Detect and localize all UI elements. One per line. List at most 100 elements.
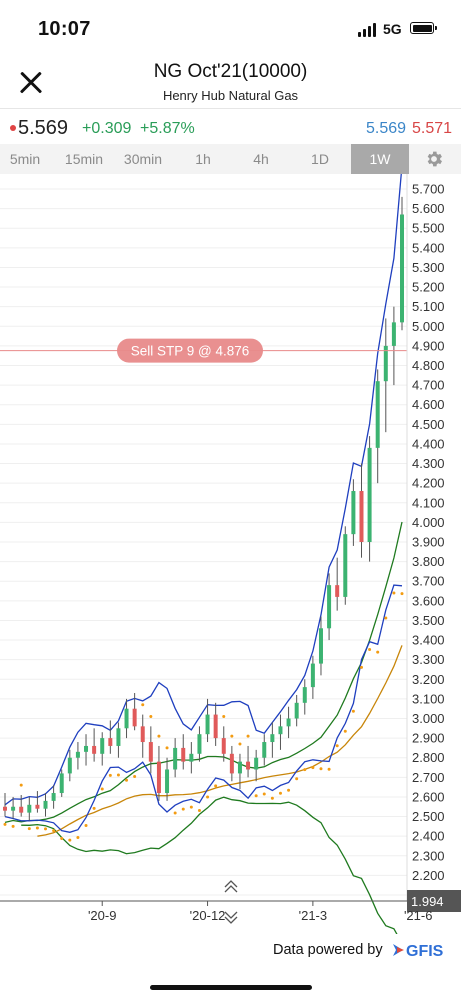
candle-body	[310, 663, 315, 688]
sar-dot	[108, 773, 112, 777]
cellular-signal-icon	[358, 23, 378, 37]
sar-dot	[3, 822, 7, 826]
candle	[67, 749, 72, 782]
candle	[278, 714, 283, 750]
tab-5min[interactable]: 5min	[9, 151, 41, 167]
candle	[351, 479, 356, 546]
tab-4h[interactable]: 4h	[253, 151, 269, 167]
candle	[400, 196, 404, 331]
price-chart[interactable]: Sell STP 9 @ 4.876 5.7005.6005.5005.4005…	[0, 174, 461, 934]
tab-15min[interactable]: 15min	[64, 151, 104, 167]
y-tick-label: 4.400	[412, 436, 445, 451]
sar-dot	[287, 788, 291, 792]
candle-body	[221, 738, 226, 754]
battery-icon	[410, 22, 437, 34]
candle	[270, 722, 275, 758]
last-price: 5.569	[18, 117, 69, 139]
candle	[294, 694, 299, 727]
candle-body	[205, 714, 210, 735]
candle-body	[11, 806, 16, 811]
y-tick-label: 3.000	[412, 711, 445, 726]
y-tick-label: 2.600	[412, 789, 445, 804]
sar-dot	[35, 826, 39, 830]
candle-body	[229, 753, 234, 774]
candle	[84, 734, 89, 766]
candle-body	[43, 800, 48, 809]
candle	[310, 655, 315, 699]
candle	[213, 702, 218, 746]
tab-1d[interactable]: 1D	[311, 151, 329, 167]
candle-body	[286, 718, 291, 727]
candle-body	[391, 322, 396, 346]
sar-dot	[368, 648, 372, 652]
live-dot-icon	[10, 125, 16, 131]
candle-body	[327, 585, 332, 629]
sar-dot	[141, 703, 145, 707]
y-tick-label: 2.800	[412, 750, 445, 765]
footer: Data powered by GFIS	[0, 934, 461, 974]
candle-body	[173, 747, 178, 770]
order-label-text: Sell STP 9 @ 4.876	[131, 344, 250, 359]
y-tick-label: 2.400	[412, 829, 445, 844]
moving-average-long	[4, 521, 403, 824]
x-tick-label: '21-6	[404, 908, 433, 923]
y-tick-label: 4.100	[412, 495, 445, 510]
candle	[156, 745, 161, 801]
candle-body	[351, 491, 356, 535]
expand-up-icon	[224, 880, 238, 893]
y-tick-label: 4.000	[412, 515, 445, 530]
candle-body	[156, 761, 161, 794]
sar-dot	[76, 836, 80, 840]
sar-dot	[384, 616, 388, 620]
y-tick-label: 4.500	[412, 417, 445, 432]
sar-dot	[400, 592, 404, 596]
collapse-down-icon	[224, 911, 238, 924]
y-axis: 5.700 5.600 5.500 5.400 5.300 5.200 5.100 5.000…	[0, 174, 461, 912]
candle-body	[132, 708, 137, 727]
sar-dot	[278, 791, 282, 795]
candle-body	[302, 687, 307, 703]
y-tick-label: 4.600	[412, 397, 445, 412]
y-tick-label: 2.900	[412, 731, 445, 746]
bollinger-lower	[4, 584, 403, 833]
sar-dot	[92, 806, 96, 810]
candle	[205, 698, 210, 743]
candle-body	[343, 534, 348, 597]
sar-dot	[149, 715, 153, 719]
candle-body	[254, 757, 259, 770]
candle	[383, 318, 388, 433]
y-tick-label: 5.300	[412, 260, 445, 275]
y-tick-label: 2.300	[412, 848, 445, 863]
candle	[189, 742, 194, 774]
candle-body	[84, 745, 89, 752]
last-value-box	[407, 890, 461, 912]
candle-body	[400, 214, 404, 323]
sar-dot	[173, 811, 177, 815]
sar-dot	[157, 734, 161, 738]
tab-30min[interactable]: 30min	[123, 151, 163, 167]
sar-dot	[181, 807, 185, 811]
candle	[43, 793, 48, 817]
candle	[116, 722, 121, 758]
candle-body	[35, 804, 40, 809]
tab-1h[interactable]: 1h	[195, 151, 211, 167]
candle	[132, 693, 137, 731]
timeframe-tabs: 5min 15min 30min 1h 4h 1D 1W	[0, 144, 461, 174]
candle-body	[197, 734, 202, 754]
y-tick-label: 3.800	[412, 554, 445, 569]
candle-body	[148, 742, 153, 762]
chart-grid	[0, 188, 407, 896]
candle-body	[213, 714, 218, 739]
price-change: +0.309	[82, 120, 132, 137]
gear-icon[interactable]	[424, 149, 444, 169]
status-bar: 10:07 5G	[0, 0, 461, 58]
page-subtitle: Henry Hub Natural Gas	[162, 88, 299, 103]
candle-body	[124, 708, 129, 729]
candle	[140, 714, 145, 758]
sar-dot	[238, 742, 242, 746]
y-tick-label: 4.900	[412, 338, 445, 353]
chart-indicators	[4, 174, 403, 934]
candle	[302, 679, 307, 715]
tab-1w[interactable]: 1W	[351, 144, 409, 174]
candle	[318, 616, 323, 676]
